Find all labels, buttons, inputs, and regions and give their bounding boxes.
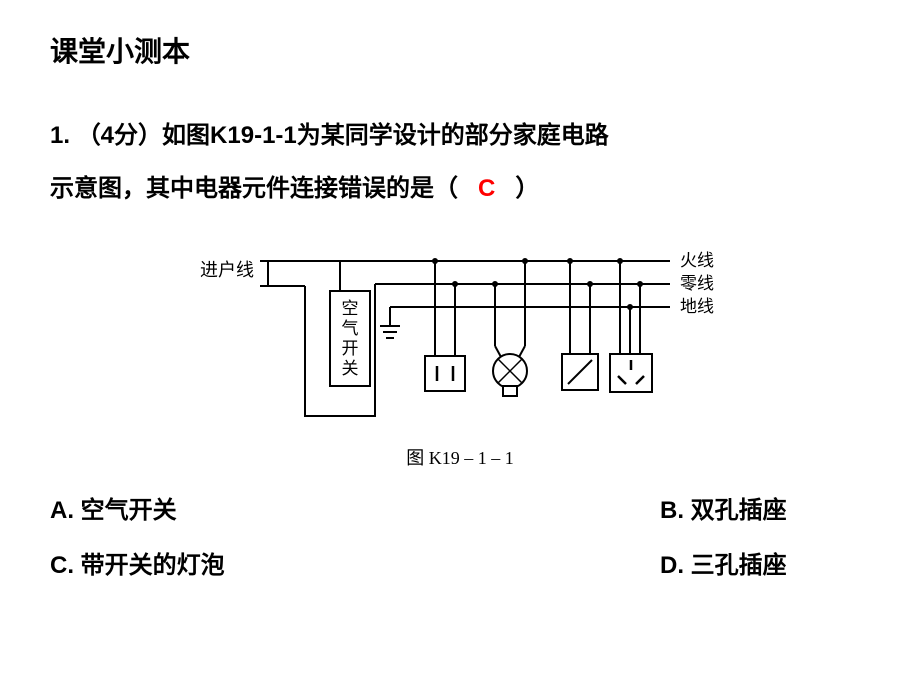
question-text: 1. （4分）如图K19-1-1为某同学设计的部分家庭电路 示意图，其中电器元件… xyxy=(50,110,870,216)
option-d: D. 三孔插座 xyxy=(480,545,870,580)
options: A. 空气开关 B. 双孔插座 C. 带开关的灯泡 D. 三孔插座 xyxy=(50,490,870,580)
label-live: 火线 xyxy=(680,251,714,270)
label-neutral: 零线 xyxy=(680,274,714,293)
option-b: B. 双孔插座 xyxy=(480,490,870,525)
q-points: （4分） xyxy=(77,122,162,149)
svg-text:开: 开 xyxy=(342,339,359,358)
option-c: C. 带开关的灯泡 xyxy=(50,545,440,580)
svg-text:关: 关 xyxy=(342,359,359,378)
label-breaker: 空 xyxy=(342,299,359,318)
q-text1: 如图K19-1-1为某同学设计的部分家庭电路 xyxy=(162,122,609,149)
circuit-diagram: 进户线 空 气 开 关 火线 零线 地线 xyxy=(190,236,730,470)
option-a: A. 空气开关 xyxy=(50,490,440,525)
label-incoming: 进户线 xyxy=(200,260,254,280)
label-ground: 地线 xyxy=(680,297,714,316)
q-text3: ） xyxy=(515,175,539,202)
answer: C xyxy=(478,175,495,202)
diagram-caption: 图 K19 – 1 – 1 xyxy=(190,444,730,470)
svg-text:气: 气 xyxy=(342,319,359,338)
q-text2: 示意图，其中电器元件连接错误的是（ xyxy=(50,175,458,202)
q-number: 1. xyxy=(50,122,70,149)
page-title: 课堂小测本 xyxy=(50,30,870,70)
